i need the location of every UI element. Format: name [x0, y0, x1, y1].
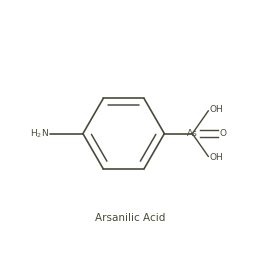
Text: Arsanilic Acid: Arsanilic Acid — [95, 213, 165, 223]
Text: H$_2$N: H$_2$N — [30, 127, 49, 140]
Text: O: O — [220, 129, 227, 138]
Text: As: As — [187, 129, 198, 138]
Text: OH: OH — [210, 153, 223, 162]
Text: OH: OH — [210, 105, 223, 114]
